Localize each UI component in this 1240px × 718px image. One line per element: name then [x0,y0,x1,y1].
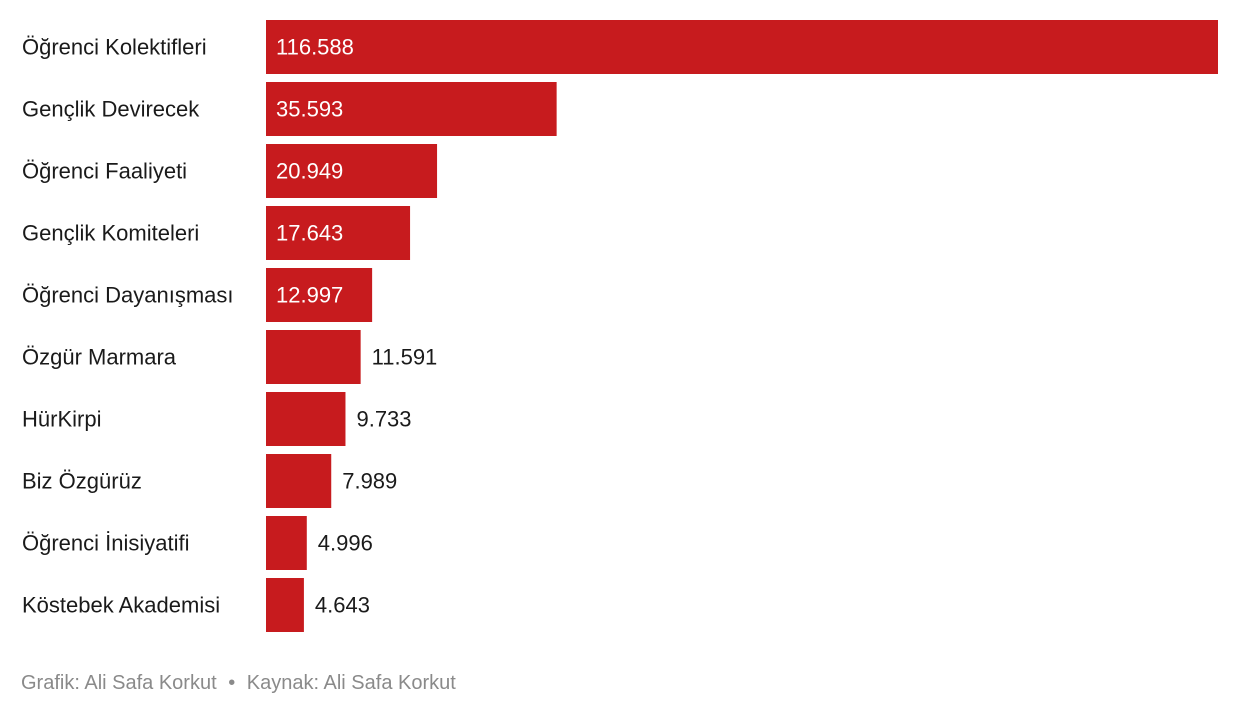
bars-layer: Öğrenci Kolektifleri 116.588 Gençlik Devir… [22,20,1218,632]
category-label: Köstebek Akademisi [22,593,220,618]
bar [266,454,332,508]
bar [266,578,304,632]
footer-source-label: Kaynak: [246,672,320,694]
category-label: Öğrenci İnisiyatifi [22,531,190,556]
value-label: 4.643 [315,593,370,618]
bar-row: HürKirpi 9.733 [22,392,412,446]
value-label: 116.588 [276,35,354,60]
bar-row: Gençlik Komiteleri 17.643 [22,206,411,260]
bar-row: Biz Özgürüz 7.989 [22,454,397,508]
footer-graphic-author: Ali Safa Korkut [84,672,217,694]
value-label: 20.949 [276,159,343,184]
bar [266,330,361,384]
bar [266,144,438,198]
bar [266,206,411,260]
bar-row: Köstebek Akademisi 4.643 [22,578,370,632]
value-label: 11.591 [372,345,438,370]
footer-separator: • [228,672,236,694]
category-label: Gençlik Komiteleri [22,221,199,246]
category-label: Gençlik Devirecek [22,97,200,122]
chart-footer: Grafik: Ali Safa Korkut • Kaynak: Ali Sa… [21,672,456,695]
bar [266,268,373,322]
bar [266,82,557,136]
category-label: Öğrenci Dayanışması [22,283,234,308]
category-label: Öğrenci Kolektifleri [22,35,207,60]
value-label: 4.996 [318,531,373,556]
bar-row: Gençlik Devirecek 35.593 [22,82,557,136]
category-label: Öğrenci Faaliyeti [22,159,187,184]
bar-row: Öğrenci Kolektifleri 116.588 [22,20,1218,74]
category-label: HürKirpi [22,407,101,432]
value-label: 9.733 [356,407,411,432]
value-label: 7.989 [342,469,397,494]
bar-row: Özgür Marmara 11.591 [22,330,437,384]
bar-row: Öğrenci İnisiyatifi 4.996 [22,516,373,570]
category-label: Biz Özgürüz [22,469,142,494]
category-label: Özgür Marmara [22,345,177,370]
bar [266,516,307,570]
bar-row: Öğrenci Faaliyeti 20.949 [22,144,438,198]
bar [266,392,346,446]
value-label: 17.643 [276,221,343,246]
footer-source-author: Ali Safa Korkut [323,672,456,694]
bar-row: Öğrenci Dayanışması 12.997 [22,268,373,322]
value-label: 35.593 [276,97,343,122]
bar [266,20,1218,74]
footer-graphic-label: Grafik: [21,672,80,694]
value-label: 12.997 [276,283,343,308]
